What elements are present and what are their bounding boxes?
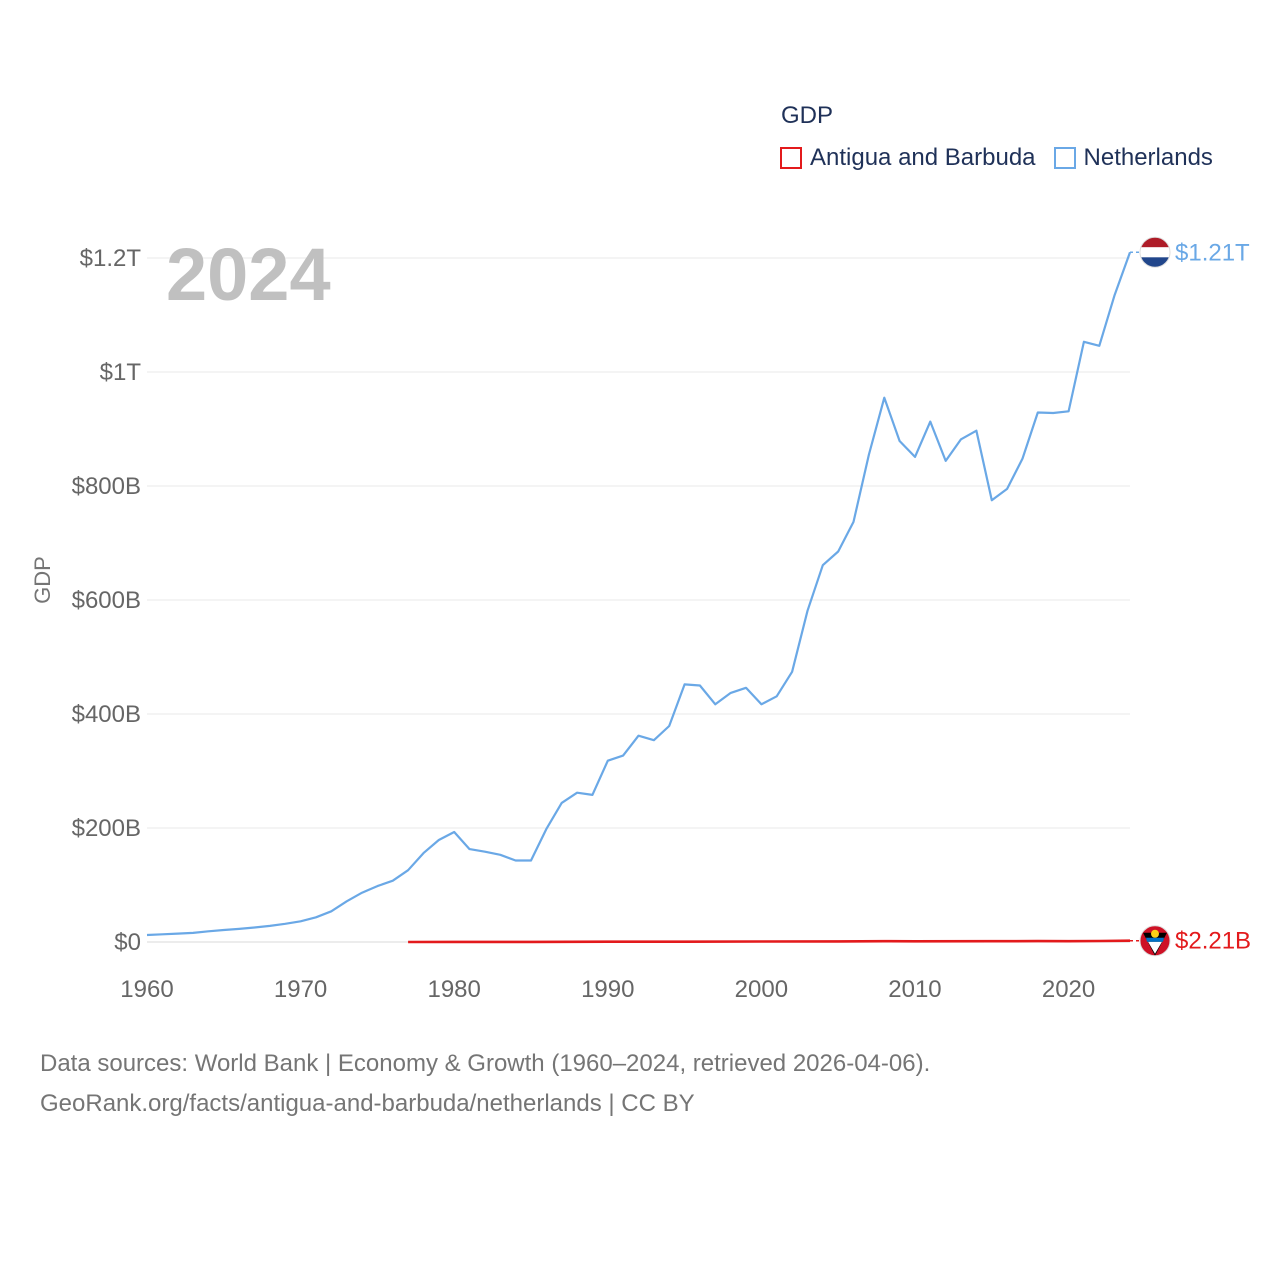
grid-lines xyxy=(147,257,1130,943)
footer: Data sources: World Bank | Economy & Gro… xyxy=(40,1044,930,1124)
legend-item-antigua[interactable]: Antigua and Barbuda xyxy=(780,144,1036,172)
footer-link[interactable]: GeoRank.org/facts/antigua-and-barbuda/ne… xyxy=(40,1090,695,1117)
x-tick-label: 1970 xyxy=(274,976,327,1003)
x-tick-label: 2010 xyxy=(888,976,941,1003)
y-tick-label: $0 xyxy=(114,929,141,956)
y-axis-ticks: $0 $200B $400B $600B $800B $1T $1.2T xyxy=(72,245,142,956)
legend-label-antigua: Antigua and Barbuda xyxy=(810,144,1036,171)
x-tick-label: 1980 xyxy=(427,976,480,1003)
series-lines xyxy=(146,251,1132,944)
series-line-antigua-and-barbuda xyxy=(408,939,1131,944)
y-tick-label: $200B xyxy=(72,815,141,842)
legend-title: GDP xyxy=(781,102,834,129)
y-tick-label: $1.2T xyxy=(80,245,142,272)
x-tick-label: 2000 xyxy=(735,976,788,1003)
end-value-label: $2.21B xyxy=(1175,928,1251,955)
x-tick-label: 2020 xyxy=(1042,976,1095,1003)
y-tick-label: $400B xyxy=(72,701,141,728)
footer-source: Data sources: World Bank | Economy & Gro… xyxy=(40,1050,931,1077)
legend-item-netherlands[interactable]: Netherlands xyxy=(1053,144,1213,172)
legend-swatch-antigua xyxy=(780,147,802,169)
y-tick-label: $1T xyxy=(100,359,142,386)
flag-icon-antigua-and-barbuda: $2.21B xyxy=(1130,925,1251,957)
end-value-label: $1.21T xyxy=(1175,239,1250,266)
flag-icon-netherlands: $1.21T xyxy=(1130,236,1250,268)
legend-swatch-netherlands xyxy=(1053,147,1076,169)
legend: Antigua and Barbuda Netherlands xyxy=(780,144,1231,172)
end-markers: $1.21T $2.21B xyxy=(1130,236,1251,957)
x-tick-label: 1960 xyxy=(120,976,173,1003)
series-line-netherlands xyxy=(146,251,1132,937)
y-tick-label: $800B xyxy=(72,473,141,500)
y-axis-title: GDP xyxy=(30,556,55,604)
legend-label-netherlands: Netherlands xyxy=(1083,144,1213,171)
y-tick-label: $600B xyxy=(72,587,141,614)
year-label: 2024 xyxy=(166,233,331,316)
x-tick-label: 1990 xyxy=(581,976,634,1003)
x-axis-ticks: 1960 1970 1980 1990 2000 2010 2020 xyxy=(120,976,1095,1003)
